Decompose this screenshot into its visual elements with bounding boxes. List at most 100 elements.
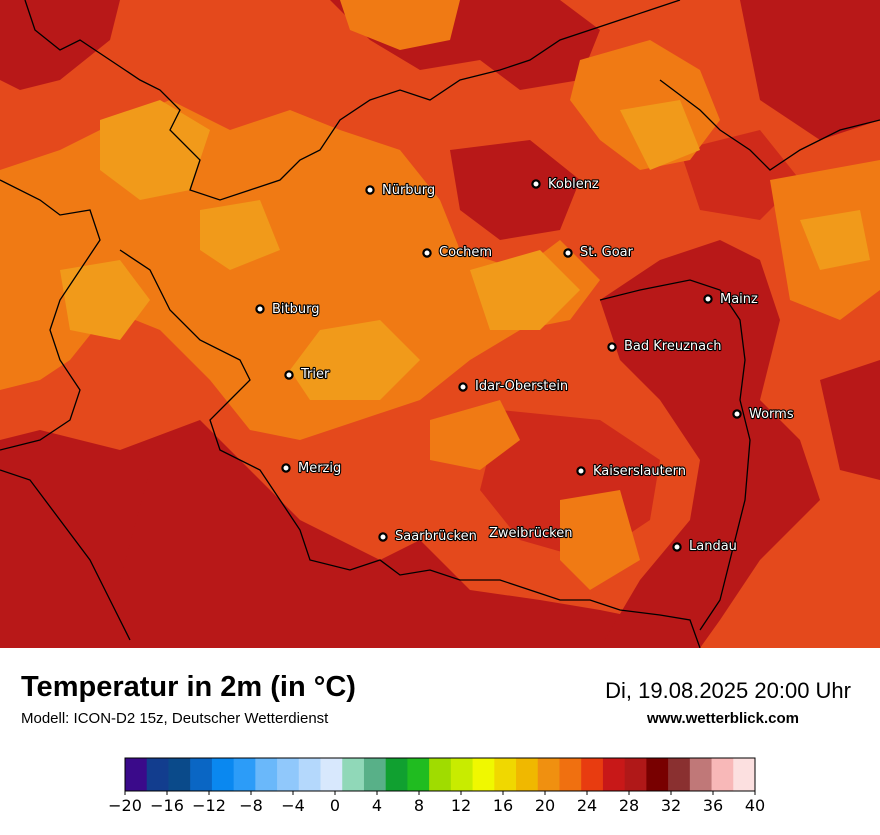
city-bitburg: Bitburg [255, 301, 321, 318]
city-dot [458, 382, 468, 392]
colorbar-tick-label: −16 [150, 796, 184, 815]
colorbar-cell [646, 758, 669, 791]
city-dot [422, 248, 432, 258]
city-cochem: Cochem [422, 244, 493, 261]
city-dot [563, 248, 573, 258]
colorbar-cell [429, 758, 452, 791]
city-label: Zweibrücken [489, 526, 572, 541]
website-link[interactable]: www.wetterblick.com [647, 710, 799, 727]
borders [0, 0, 880, 648]
colorbar-canvas: −20 −16 −12 −8 −4 0 4 8 12 16 20 24 28 32 36 40 [108, 757, 765, 815]
forecast-datetime: Di, 19.08.2025 20:00 Uhr [605, 678, 851, 703]
city-mainz: Mainz [703, 291, 759, 308]
colorbar-cell [559, 758, 582, 791]
colorbar-tick-label: −4 [281, 796, 305, 815]
city-dot [703, 294, 713, 304]
cool-areas [60, 100, 870, 400]
colorbar-tick-label: 28 [619, 796, 639, 815]
colorbar-cell [516, 758, 539, 791]
colorbar-cell [537, 758, 560, 791]
colorbar-tick-label: 16 [493, 796, 513, 815]
city-bad-kreuznach: Bad Kreuznach [607, 338, 723, 355]
city-label: Trier [300, 367, 330, 382]
city-st-goar: St. Goar [563, 244, 635, 261]
colorbar-cell [689, 758, 713, 791]
colorbar-cell [385, 758, 408, 791]
colorbar-ticks: −20 −16 −12 −8 −4 0 4 8 12 16 20 24 28 32 36 40 [108, 791, 765, 815]
city-nurburg: Nürburg [365, 182, 436, 199]
colorbar-cell [363, 758, 387, 791]
city-worms: Worms [732, 406, 795, 423]
colorbar-cell [668, 758, 691, 791]
city-dot [255, 304, 265, 314]
colorbar-cell [581, 758, 604, 791]
colorbar-cell [211, 758, 235, 791]
colorbar-cells [125, 758, 756, 791]
colorbar-cell [190, 758, 213, 791]
city-label: Landau [689, 539, 737, 554]
colorbar-tick-label: 8 [414, 796, 424, 815]
city-dot [672, 542, 682, 552]
city-label: Merzig [298, 461, 341, 476]
colorbar-cell [711, 758, 734, 791]
city-dot [378, 532, 388, 542]
colorbar-cell [125, 758, 148, 791]
city-label: Nürburg [382, 183, 435, 198]
colorbar-cell [277, 758, 300, 791]
colorbar-tick-label: 36 [703, 796, 723, 815]
city-koblenz: Koblenz [531, 176, 600, 193]
colorbar-cell [298, 758, 322, 791]
city-dot [732, 409, 742, 419]
colorbar-cell [407, 758, 430, 791]
colorbar-cell [168, 758, 191, 791]
hot-areas [0, 0, 880, 648]
colorbar-cell [472, 758, 495, 791]
city-merzig: Merzig [281, 460, 342, 477]
city-label: Saarbrücken [395, 529, 477, 544]
colorbar-tick-label: 40 [745, 796, 765, 815]
colorbar-tick-label: −8 [239, 796, 263, 815]
colorbar-cell [342, 758, 365, 791]
city-dot [576, 466, 586, 476]
city-saarbrucken: Saarbrücken [378, 528, 478, 545]
colorbar-cell [624, 758, 647, 791]
city-trier: Trier [284, 366, 331, 383]
colorbar-cell [494, 758, 517, 791]
colorbar-tick-label: 12 [451, 796, 471, 815]
city-dot [607, 342, 617, 352]
map-title: Temperatur in 2m (in °C) [21, 671, 356, 703]
city-label: Koblenz [548, 177, 599, 192]
colorbar-cell [733, 758, 756, 791]
colorbar-tick-label: 0 [330, 796, 340, 815]
colorbar-cell [450, 758, 474, 791]
city-dot [365, 185, 375, 195]
colorbar-cell [146, 758, 169, 791]
city-landau: Landau [672, 538, 738, 555]
colorbar-tick-label: −12 [192, 796, 226, 815]
colorbar-tick-label: 4 [372, 796, 382, 815]
city-label: Idar-Oberstein [475, 379, 568, 394]
colorbar-tick-label: 24 [577, 796, 597, 815]
city-label: Mainz [720, 292, 758, 307]
city-zweibrucken: Zweibrücken [488, 525, 574, 542]
map-canvas: Nürburg Koblenz Cochem St. Goar Mainz Bi… [0, 0, 880, 648]
model-source: Modell: ICON-D2 15z, Deutscher Wetterdie… [21, 710, 329, 727]
city-dot [531, 179, 541, 189]
city-kaiserslautern: Kaiserslautern [576, 463, 687, 480]
temperature-colorbar: −20 −16 −12 −8 −4 0 4 8 12 16 20 24 28 32 36 40 [0, 756, 880, 830]
city-label: Worms [749, 407, 794, 422]
city-label: Bad Kreuznach [624, 339, 722, 354]
colorbar-cell [602, 758, 626, 791]
colorbar-tick-label: 20 [535, 796, 555, 815]
colorbar-tick-label: 32 [661, 796, 681, 815]
colorbar-tick-label: −20 [108, 796, 142, 815]
city-idar-oberstein: Idar-Oberstein [458, 378, 569, 395]
city-label: Kaiserslautern [593, 464, 686, 479]
temperature-map: Nürburg Koblenz Cochem St. Goar Mainz Bi… [0, 0, 880, 648]
city-label: Bitburg [272, 302, 320, 317]
colorbar-cell [320, 758, 343, 791]
colorbar-cell [233, 758, 256, 791]
city-dot [281, 463, 291, 473]
map-footer: Temperatur in 2m (in °C) Modell: ICON-D2… [0, 648, 880, 830]
city-label: St. Goar [580, 245, 634, 260]
